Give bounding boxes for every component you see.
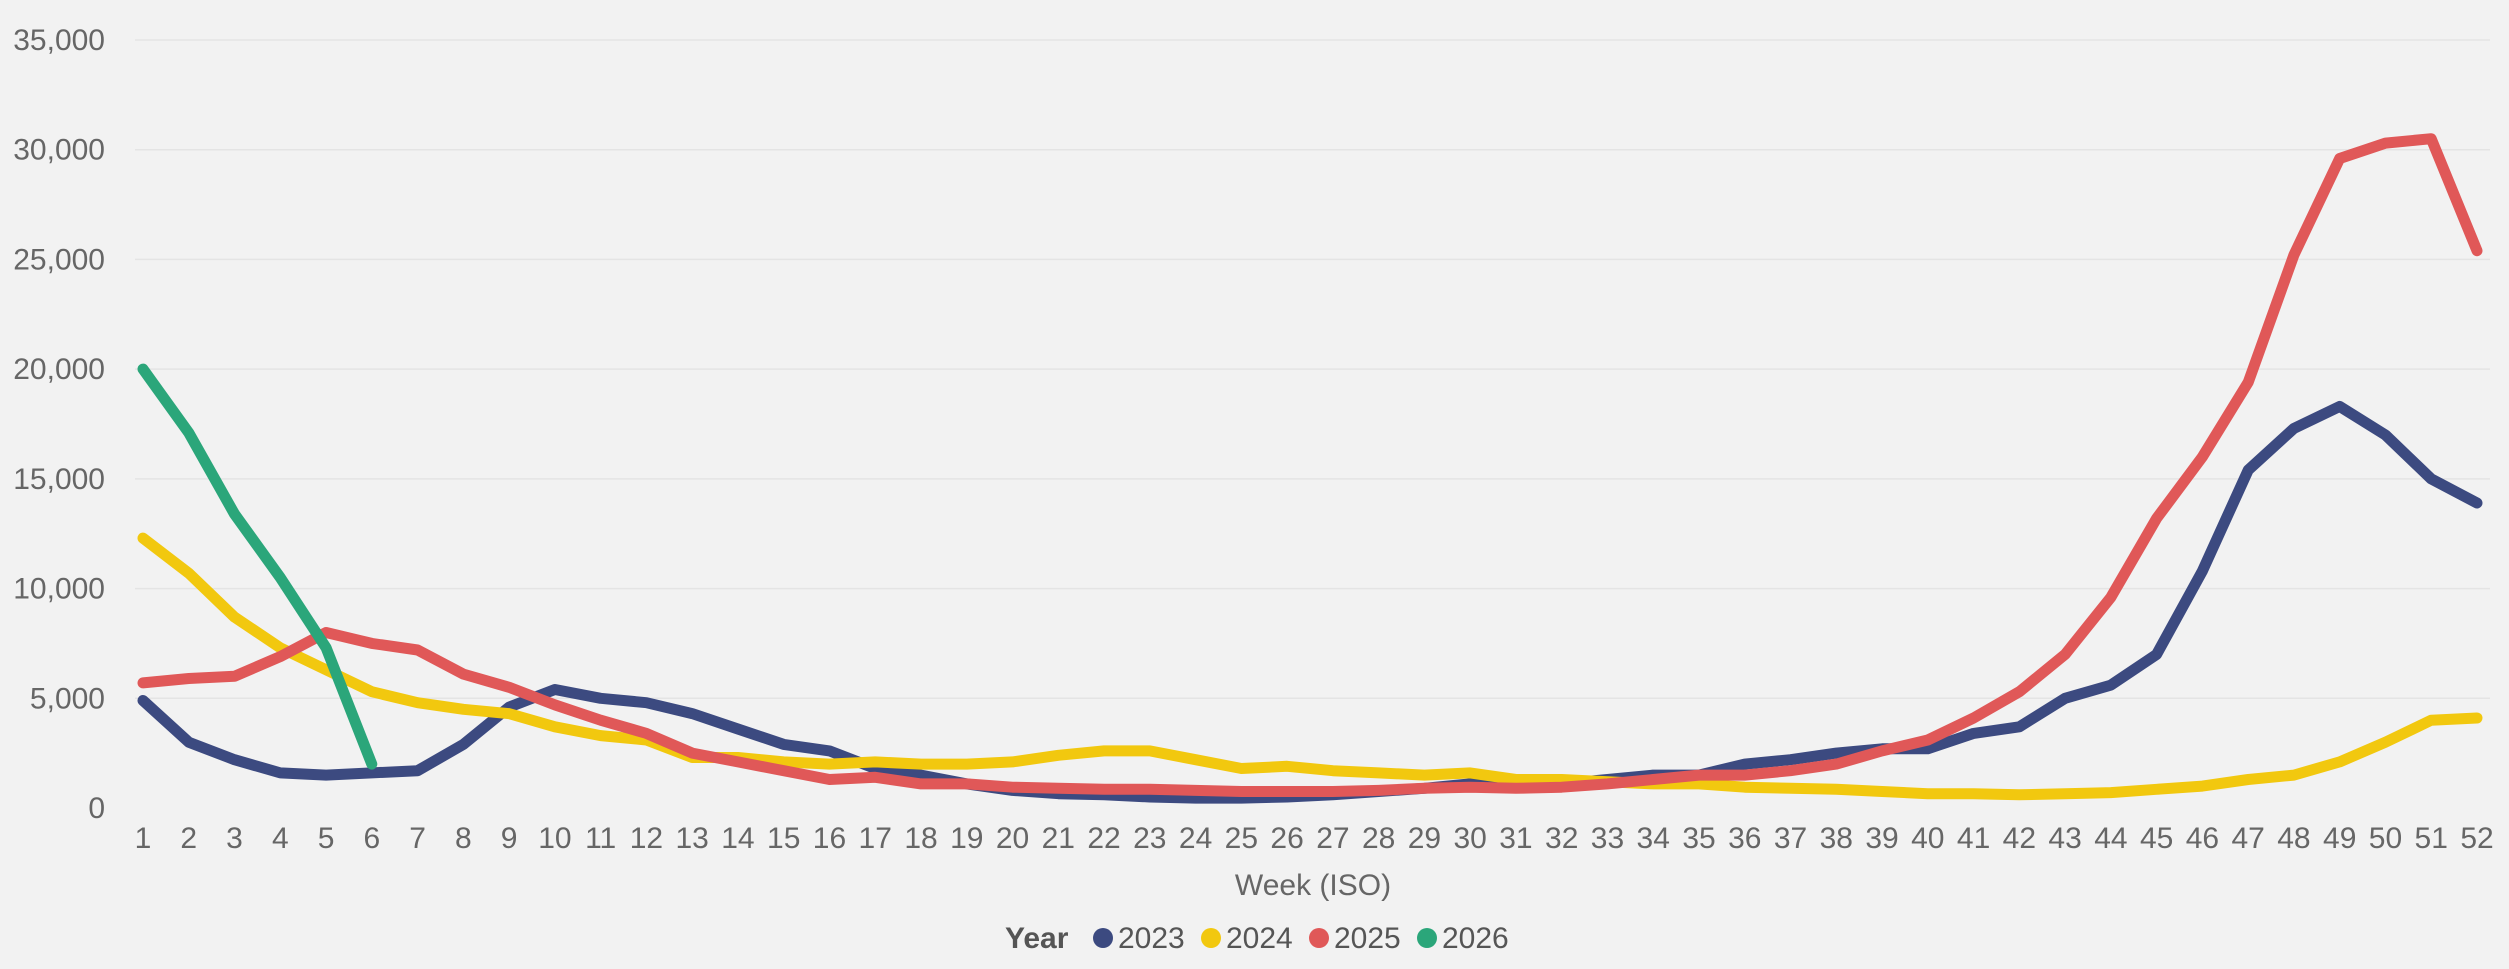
x-tick-label: 30 [1453, 822, 1486, 855]
x-tick-label: 37 [1774, 822, 1807, 855]
legend-label-2026: 2026 [1442, 922, 1509, 955]
x-tick-label: 33 [1591, 822, 1624, 855]
x-tick-label: 28 [1362, 822, 1395, 855]
x-tick-label: 44 [2094, 822, 2127, 855]
x-tick-label: 23 [1133, 822, 1166, 855]
x-tick-label: 41 [1957, 822, 1990, 855]
x-tick-label: 34 [1637, 822, 1670, 855]
x-tick-label: 47 [2231, 822, 2264, 855]
x-tick-label: 22 [1087, 822, 1120, 855]
x-tick-label: 39 [1865, 822, 1898, 855]
x-tick-label: 12 [630, 822, 663, 855]
legend: Year 2023 2024 2025 2026 [1005, 922, 1509, 955]
x-tick-label: 29 [1408, 822, 1441, 855]
x-tick-label: 17 [859, 822, 892, 855]
gridlines [135, 39, 2490, 700]
x-tick-label: 51 [2415, 822, 2448, 855]
series-line-2024 [137, 532, 2483, 801]
legend-marker-2024 [1201, 928, 1221, 948]
legend-title: Year [1005, 922, 1069, 955]
series-line-2023 [137, 400, 2483, 804]
series-line-2025 [137, 133, 2483, 797]
y-tick-label: 30,000 [13, 134, 105, 167]
legend-marker-2025 [1309, 928, 1329, 948]
x-tick-label: 49 [2323, 822, 2356, 855]
y-tick-label: 25,000 [13, 243, 105, 276]
x-tick-label: 32 [1545, 822, 1578, 855]
x-tick-label: 52 [2460, 822, 2493, 855]
x-tick-label: 20 [996, 822, 1029, 855]
x-tick-label: 5 [318, 822, 335, 855]
x-tick-label: 18 [904, 822, 937, 855]
x-axis-title: Week (ISO) [1235, 869, 1391, 902]
x-tick-label: 16 [813, 822, 846, 855]
x-tick-label: 25 [1225, 822, 1258, 855]
x-tick-label: 50 [2369, 822, 2402, 855]
x-tick-label: 45 [2140, 822, 2173, 855]
y-tick-label: 20,000 [13, 353, 105, 386]
x-tick-label: 1 [135, 822, 152, 855]
x-tick-label: 21 [1042, 822, 1075, 855]
y-tick-label: 15,000 [13, 463, 105, 496]
x-tick-label: 24 [1179, 822, 1212, 855]
x-axis-ticks: 1 2 3 4 5 6 7 8 9 10 11 12 13 14 15 16 17 18 19 20 21 22 23 24 2… [135, 822, 2494, 855]
legend-label-2025: 2025 [1334, 922, 1401, 955]
x-tick-label: 4 [272, 822, 289, 855]
x-tick-label: 26 [1270, 822, 1303, 855]
y-tick-label: 0 [88, 792, 105, 825]
y-axis-ticks: 0 5,000 10,000 15,000 20,000 25,000 30,000 35,0… [13, 24, 105, 825]
series-line-2026 [137, 363, 378, 770]
legend-marker-2026 [1417, 928, 1437, 948]
x-tick-label: 6 [363, 822, 380, 855]
x-tick-label: 27 [1316, 822, 1349, 855]
x-tick-label: 35 [1682, 822, 1715, 855]
legend-label-2024: 2024 [1226, 922, 1293, 955]
x-tick-label: 31 [1499, 822, 1532, 855]
x-tick-label: 10 [538, 822, 571, 855]
x-tick-label: 40 [1911, 822, 1944, 855]
x-tick-label: 43 [2048, 822, 2081, 855]
x-tick-label: 3 [226, 822, 243, 855]
x-tick-label: 15 [767, 822, 800, 855]
x-tick-label: 46 [2186, 822, 2219, 855]
x-tick-label: 14 [721, 822, 754, 855]
y-tick-label: 5,000 [30, 682, 105, 715]
series-lines [137, 133, 2483, 804]
x-tick-label: 13 [675, 822, 708, 855]
x-tick-label: 19 [950, 822, 983, 855]
legend-label-2023: 2023 [1118, 922, 1185, 955]
x-tick-label: 42 [2003, 822, 2036, 855]
x-tick-label: 48 [2277, 822, 2310, 855]
x-tick-label: 8 [455, 822, 472, 855]
x-tick-label: 2 [180, 822, 197, 855]
x-tick-label: 11 [585, 822, 616, 855]
x-tick-label: 9 [501, 822, 518, 855]
y-tick-label: 35,000 [13, 24, 105, 57]
legend-marker-2023 [1093, 928, 1113, 948]
x-tick-label: 38 [1820, 822, 1853, 855]
y-tick-label: 10,000 [13, 573, 105, 606]
x-tick-label: 7 [409, 822, 426, 855]
x-tick-label: 36 [1728, 822, 1761, 855]
